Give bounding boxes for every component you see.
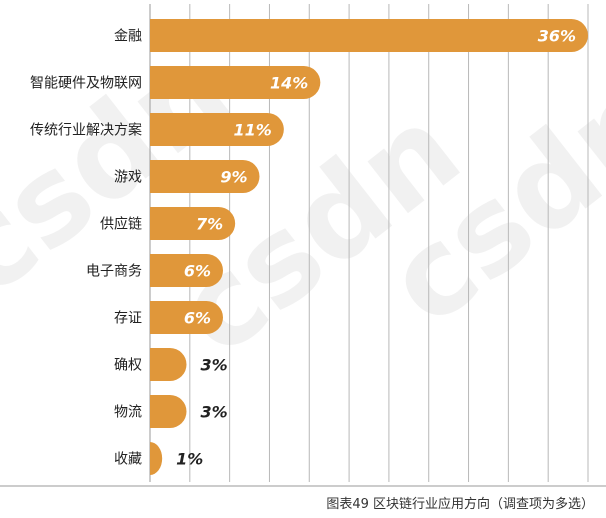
bar xyxy=(150,160,260,193)
value-label: 36% xyxy=(538,27,576,46)
category-label: 金融 xyxy=(114,29,142,45)
bar xyxy=(150,66,321,99)
value-label: 11% xyxy=(234,121,272,140)
value-label: 6% xyxy=(184,262,211,281)
bar xyxy=(150,442,163,475)
bar xyxy=(150,348,187,381)
category-label: 传统行业解决方案 xyxy=(30,122,142,139)
value-label: 3% xyxy=(201,403,228,422)
category-label: 确权 xyxy=(114,358,142,374)
value-label: 14% xyxy=(270,74,308,93)
bar xyxy=(150,19,588,52)
category-label: 收藏 xyxy=(114,452,142,468)
value-label: 9% xyxy=(220,168,247,187)
value-label: 6% xyxy=(184,309,211,328)
bars-group: 金融 36% 智能硬件及物联网 14% 传统行业解决方案 11% 游戏 9% 供应链 7% 电子商务… xyxy=(30,19,588,475)
value-label: 1% xyxy=(176,450,203,469)
bar xyxy=(150,395,187,428)
value-label: 7% xyxy=(196,215,223,234)
category-label: 电子商务 xyxy=(86,264,142,280)
bar xyxy=(150,254,223,287)
bar xyxy=(150,207,236,240)
category-label: 存证 xyxy=(114,311,142,327)
bar xyxy=(150,301,223,334)
category-label: 供应链 xyxy=(100,216,142,233)
category-label: 智能硬件及物联网 xyxy=(30,76,142,92)
bar xyxy=(150,113,284,146)
category-label: 游戏 xyxy=(114,170,142,186)
category-label: 物流 xyxy=(114,405,142,421)
figure-caption: 图表49 区块链行业应用方向（调查项为多选） xyxy=(326,497,594,512)
value-label: 3% xyxy=(201,356,228,375)
